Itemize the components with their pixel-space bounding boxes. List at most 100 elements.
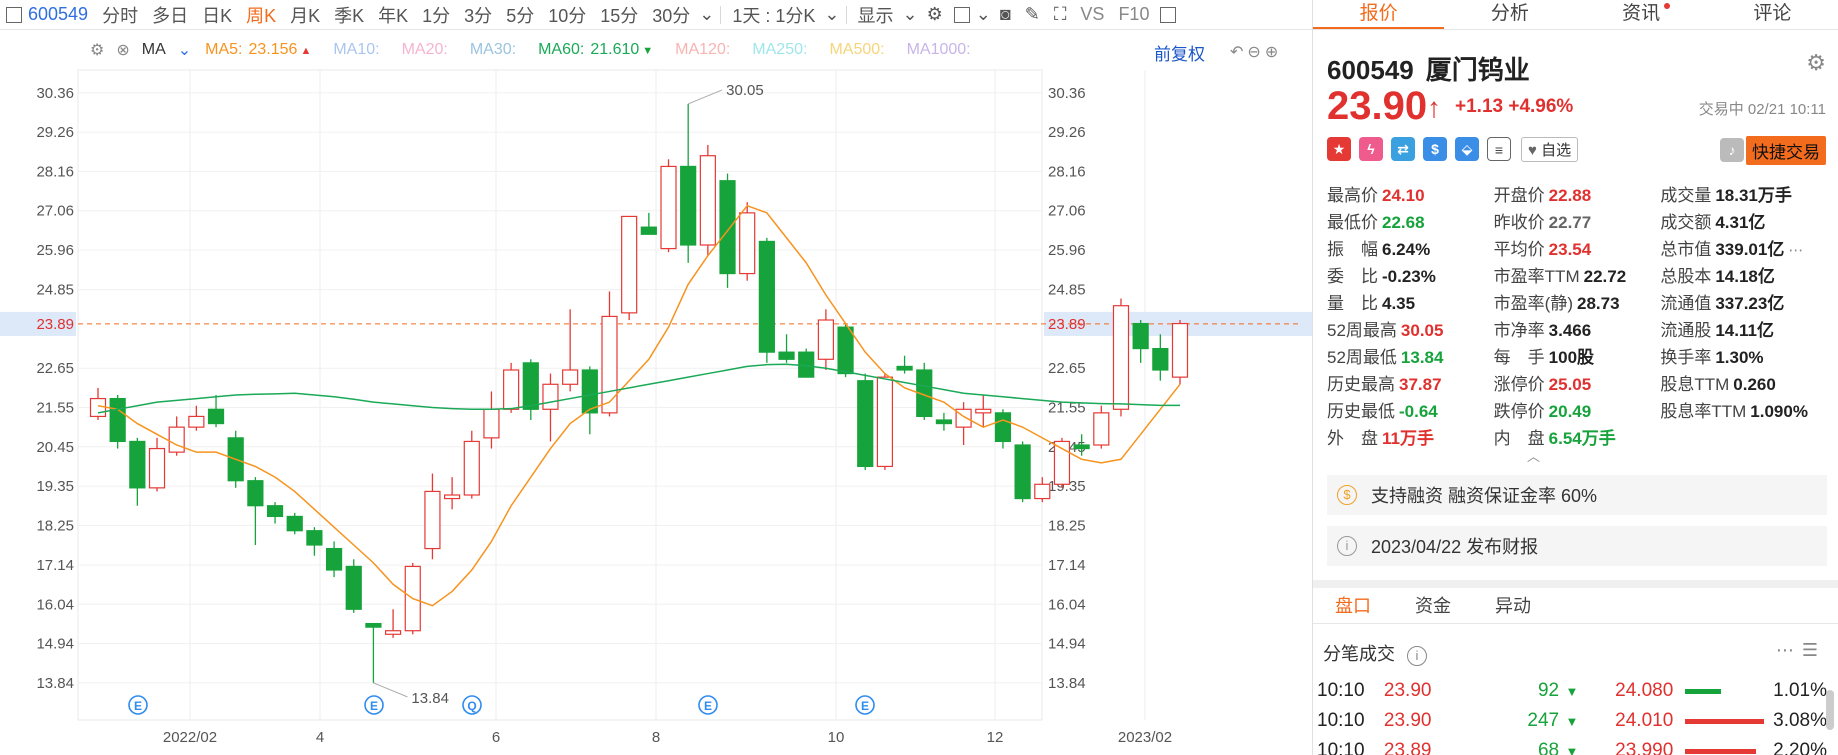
ma-item[interactable]: MA250: bbox=[752, 41, 807, 59]
undo-icon[interactable]: ↶ bbox=[1230, 44, 1248, 61]
event-marker[interactable] bbox=[462, 695, 482, 715]
ma-item[interactable]: MA60: 21.610 ▼ bbox=[538, 41, 653, 59]
period-tab[interactable]: 年K bbox=[378, 5, 409, 26]
chevron-down-icon[interactable]: ⌄ bbox=[902, 4, 918, 24]
multi-day-select[interactable]: 1天 : 1分K bbox=[732, 5, 816, 26]
panel-toggle-icon[interactable] bbox=[1160, 6, 1177, 23]
ma-item[interactable]: MA500: bbox=[829, 41, 884, 59]
candle-body[interactable] bbox=[975, 408, 992, 414]
scrollbar[interactable] bbox=[1826, 690, 1834, 730]
tab-1[interactable]: 分析 bbox=[1444, 0, 1575, 29]
china-flag-icon[interactable]: ★ bbox=[1327, 137, 1351, 161]
candle-body[interactable] bbox=[306, 530, 323, 546]
candle-body[interactable] bbox=[739, 212, 756, 275]
candle-body[interactable] bbox=[758, 240, 775, 353]
event-marker[interactable] bbox=[698, 695, 718, 715]
chevron-down-icon[interactable]: ⌄ bbox=[824, 4, 840, 24]
candle-body[interactable] bbox=[1171, 322, 1189, 378]
candle-body[interactable] bbox=[1073, 444, 1090, 450]
indicator-name[interactable]: MA bbox=[141, 41, 166, 58]
candle-body[interactable] bbox=[1034, 483, 1051, 500]
period-tab[interactable]: 15分 bbox=[600, 5, 639, 26]
candle-body[interactable] bbox=[345, 565, 362, 610]
chevron-down-icon[interactable]: ⌄ bbox=[177, 42, 192, 59]
period-tab[interactable]: 多日 bbox=[152, 5, 189, 26]
period-tab[interactable]: 1分 bbox=[422, 5, 451, 26]
camera-icon[interactable]: ◙ bbox=[999, 4, 1011, 24]
info-icon[interactable]: i bbox=[1407, 646, 1427, 666]
candle-body[interactable] bbox=[444, 494, 461, 500]
subtab[interactable]: 资金 bbox=[1415, 596, 1451, 616]
candle-body[interactable] bbox=[994, 412, 1012, 443]
candle-body[interactable] bbox=[562, 369, 579, 385]
list-icon[interactable]: ☰ bbox=[1801, 640, 1826, 660]
margin-notice[interactable]: $ 支持融资 融资保证金率 60% bbox=[1327, 475, 1827, 515]
tag-icon[interactable]: ⬙ bbox=[1455, 137, 1479, 161]
candle-body[interactable] bbox=[384, 630, 402, 635]
candle-body[interactable] bbox=[424, 490, 441, 550]
bell-icon[interactable]: ♪ bbox=[1720, 138, 1744, 162]
candle-body[interactable] bbox=[1053, 440, 1071, 485]
subtab[interactable]: 盘口 bbox=[1335, 596, 1371, 616]
tab-3[interactable]: 评论 bbox=[1707, 0, 1838, 29]
candle-body[interactable] bbox=[109, 397, 126, 443]
chevron-down-icon[interactable]: ⌄ bbox=[975, 4, 991, 24]
compare-button[interactable]: VS bbox=[1080, 4, 1105, 24]
candle-body[interactable] bbox=[168, 426, 185, 453]
period-tab[interactable]: 分时 bbox=[102, 5, 139, 26]
candle-body[interactable] bbox=[817, 319, 834, 360]
candle-body[interactable] bbox=[1112, 305, 1130, 410]
display-menu[interactable]: 显示 bbox=[857, 5, 894, 26]
tab-0[interactable]: 报价 bbox=[1313, 0, 1445, 29]
candle-body[interactable] bbox=[247, 480, 264, 507]
candle-body[interactable] bbox=[640, 226, 657, 235]
sidebar-toggle-icon[interactable] bbox=[6, 6, 22, 23]
candle-body[interactable] bbox=[621, 215, 638, 314]
zoom-in-icon[interactable]: ⊕ bbox=[1264, 44, 1283, 61]
ma-item[interactable]: MA30: bbox=[470, 41, 516, 59]
candle-body[interactable] bbox=[503, 369, 520, 410]
candle-body[interactable] bbox=[463, 440, 480, 496]
candle-body[interactable] bbox=[601, 315, 618, 414]
candle-body[interactable] bbox=[1152, 347, 1169, 371]
ma-item[interactable]: MA120: bbox=[675, 41, 730, 59]
chevron-up-icon[interactable]: ︿ bbox=[1527, 449, 1541, 464]
tab-2[interactable]: 资讯 bbox=[1576, 0, 1707, 29]
f10-button[interactable]: F10 bbox=[1118, 4, 1150, 24]
dollar-icon[interactable]: $ bbox=[1423, 137, 1447, 161]
period-tab[interactable]: 10分 bbox=[548, 5, 587, 26]
candle-body[interactable] bbox=[935, 419, 953, 425]
candle-body[interactable] bbox=[916, 369, 933, 418]
candle-body[interactable] bbox=[266, 505, 284, 518]
candle-body[interactable] bbox=[837, 326, 854, 375]
candle-body[interactable] bbox=[680, 165, 697, 246]
candle-body[interactable] bbox=[1014, 444, 1031, 500]
more-icon[interactable]: ⋯ bbox=[1775, 640, 1802, 660]
ma-item[interactable]: MA10: bbox=[333, 41, 379, 59]
candle-body[interactable] bbox=[148, 447, 166, 489]
more-icon[interactable]: ⋯ bbox=[1788, 242, 1804, 259]
fullscreen-icon[interactable]: ⛶ bbox=[1053, 4, 1067, 24]
watchlist-button[interactable]: ♥ 自选 bbox=[1521, 136, 1579, 162]
document-icon[interactable]: ≡ bbox=[1487, 137, 1511, 161]
report-notice[interactable]: i 2023/04/22 发布财报 bbox=[1327, 526, 1827, 566]
candle-body[interactable] bbox=[188, 415, 205, 428]
adjust-button[interactable]: 前复权 bbox=[1154, 45, 1205, 64]
period-tab[interactable]: 5分 bbox=[506, 5, 535, 26]
candle-body[interactable] bbox=[325, 547, 343, 571]
period-tab[interactable]: 月K bbox=[290, 5, 321, 26]
shuffle-icon[interactable]: ⇄ bbox=[1391, 137, 1415, 161]
ma-item[interactable]: MA20: bbox=[402, 41, 448, 59]
candle-body[interactable] bbox=[483, 408, 500, 439]
candle-body[interactable] bbox=[207, 408, 225, 425]
chevron-down-icon[interactable]: ⌄ bbox=[699, 4, 715, 24]
gear-icon[interactable]: ⚙ bbox=[90, 42, 105, 59]
lightning-icon[interactable]: ϟ bbox=[1359, 137, 1383, 161]
event-marker[interactable] bbox=[855, 695, 875, 715]
period-tab[interactable]: 3分 bbox=[464, 5, 493, 26]
quick-trade-button[interactable]: 快捷交易 bbox=[1746, 136, 1826, 165]
candle-body[interactable] bbox=[719, 180, 736, 275]
ma-item[interactable]: MA5: 23.156 ▲ bbox=[205, 41, 311, 59]
candle-body[interactable] bbox=[542, 383, 559, 410]
period-tab[interactable]: 季K bbox=[334, 5, 365, 26]
